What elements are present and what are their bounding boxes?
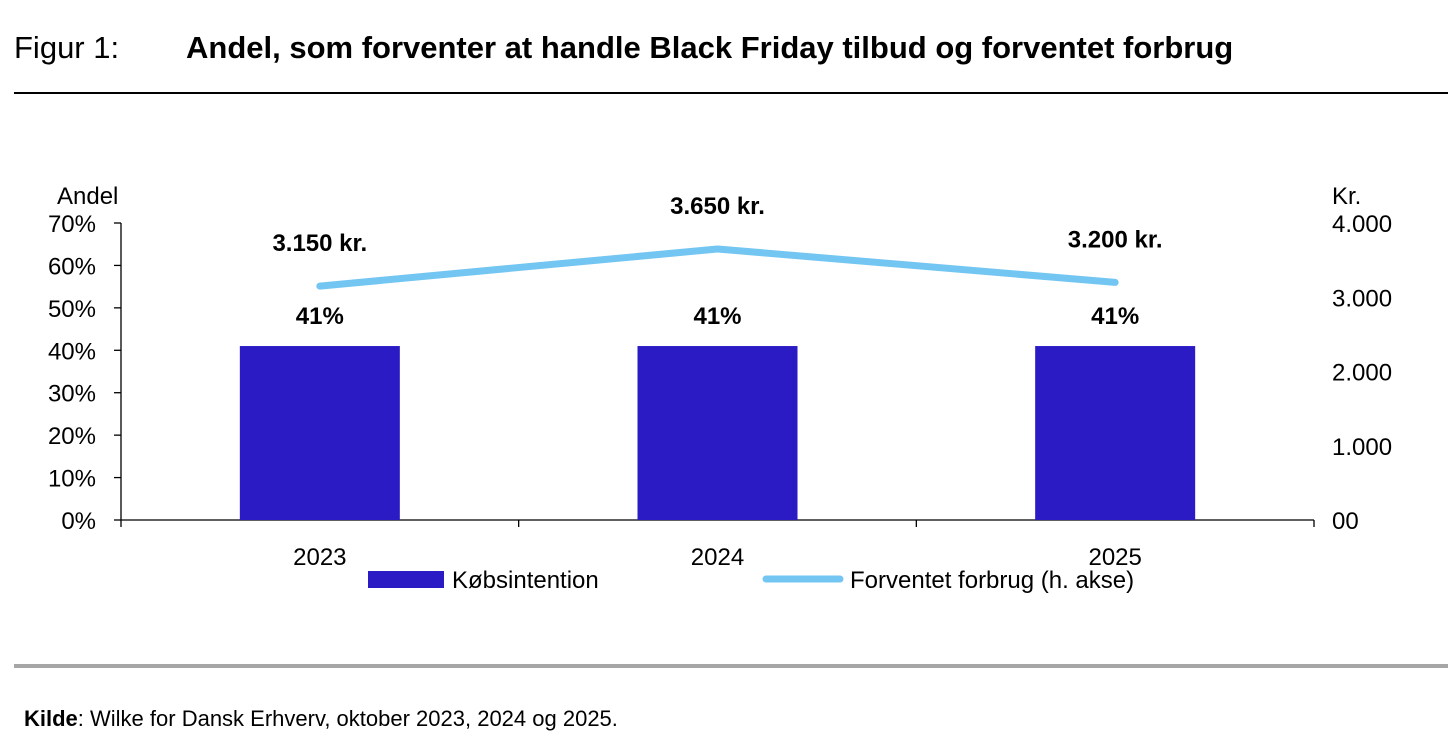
right-axis-tick-label: 00 xyxy=(1332,508,1359,535)
line-series xyxy=(316,245,1119,290)
x-axis-tick-label: 2024 xyxy=(691,544,744,571)
left-axis-tick-label: 30% xyxy=(48,381,96,408)
legend-label-bar: Købsintention xyxy=(452,567,599,594)
bar-2024 xyxy=(637,346,798,520)
bar-data-label: 41% xyxy=(693,303,741,330)
left-axis-tick-label: 70% xyxy=(48,211,96,238)
right-axis-tick-label: 2.000 xyxy=(1332,360,1392,387)
left-axis-tick-label: 0% xyxy=(61,508,96,535)
line-data-label: 3.650 kr. xyxy=(670,193,765,220)
bar-data-label: 41% xyxy=(1091,303,1139,330)
x-axis-tick-label: 2025 xyxy=(1088,544,1141,571)
right-axis-label: Kr. xyxy=(1332,183,1361,210)
x-axis-tick-label: 2023 xyxy=(293,544,346,571)
header-divider xyxy=(14,92,1448,94)
source-text: : Wilke for Dansk Erhverv, oktober 2023,… xyxy=(77,706,618,731)
left-axis-tick-label: 10% xyxy=(48,466,96,493)
legend-label-line: Forventet forbrug (h. akse) xyxy=(850,567,1134,594)
left-axis-tick-label: 40% xyxy=(48,338,96,365)
chart-title: Andel, som forventer at handle Black Fri… xyxy=(186,30,1234,65)
source-note: Kilde: Wilke for Dansk Erhverv, oktober … xyxy=(24,706,618,732)
source-label: Kilde xyxy=(24,706,78,731)
line-data-label: 3.150 kr. xyxy=(272,230,367,257)
line-data-label: 3.200 kr. xyxy=(1068,226,1163,253)
legend-swatch-bar xyxy=(368,571,444,588)
bar-data-label: 41% xyxy=(296,303,344,330)
figure-label: Figur 1: xyxy=(14,30,120,65)
left-axis-tick-label: 60% xyxy=(48,253,96,280)
bar-2025 xyxy=(1035,346,1196,520)
bar-2023 xyxy=(239,346,400,520)
figure-header: Figur 1: Andel, som forventer at handle B… xyxy=(14,30,1233,66)
right-axis-tick-label: 4.000 xyxy=(1332,211,1392,238)
right-axis-tick-label: 3.000 xyxy=(1332,285,1392,312)
right-axis-tick-label: 1.000 xyxy=(1332,434,1392,461)
left-axis-tick-label: 50% xyxy=(48,296,96,323)
chart: 0% 10% 20% 30% 40% 50% 60% 70%Andel 00 1.000 2.000… xyxy=(48,183,1392,594)
left-axis-tick-label: 20% xyxy=(48,423,96,450)
footer-divider xyxy=(14,664,1448,668)
left-axis-label: Andel xyxy=(57,183,118,210)
